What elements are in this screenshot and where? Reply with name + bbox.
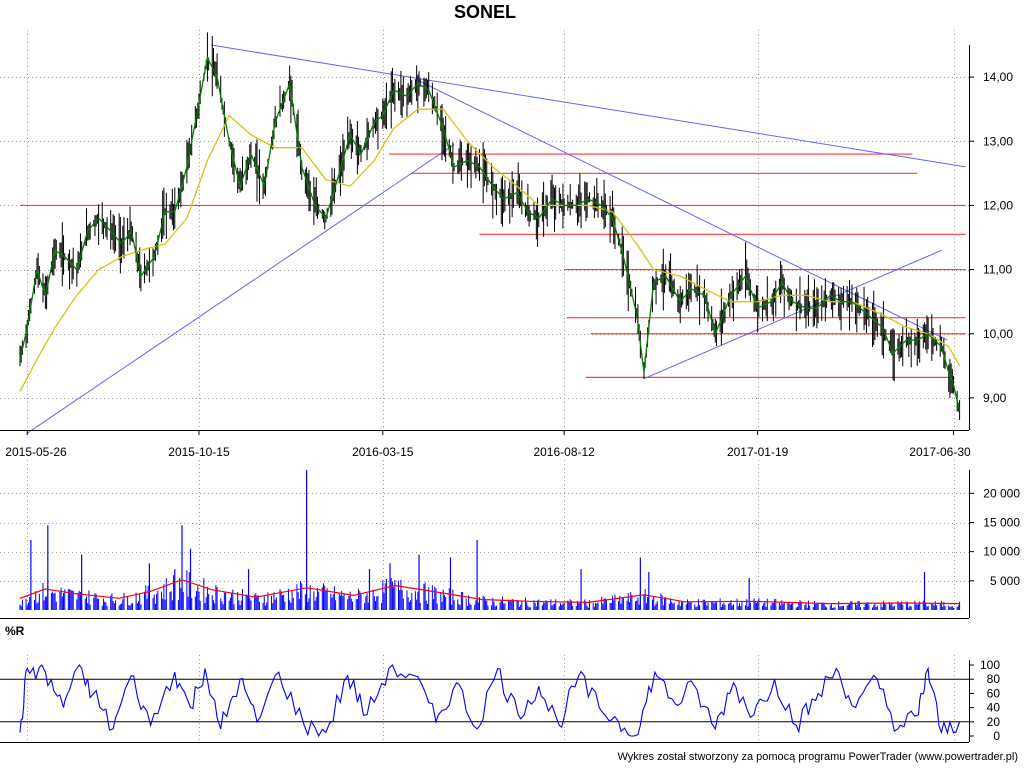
- y-tick-label: 14,00: [983, 70, 1013, 84]
- volume-average-line: [19, 579, 960, 605]
- trendline: [210, 44, 966, 168]
- y-tick-label: 13,00: [983, 134, 1013, 148]
- y-tick-label: 10 000: [983, 545, 1020, 559]
- x-tick-label: 2016-08-12: [533, 445, 595, 459]
- y-tick-label: 60: [987, 686, 1001, 700]
- y-tick-label: 5 000: [990, 574, 1020, 588]
- price-close-line: [19, 55, 961, 411]
- x-tick-label: 2017-06-30: [909, 445, 971, 459]
- y-tick-label: 10,00: [983, 327, 1013, 341]
- trendlines: [26, 44, 966, 434]
- volume-series: [19, 470, 961, 610]
- y-tick-label: 11,00: [983, 263, 1012, 277]
- y-tick-label: 40: [987, 701, 1001, 715]
- y-tick-label: 20: [987, 715, 1001, 729]
- y-tick-label: 12,00: [983, 198, 1013, 212]
- y-tick-label: 80: [987, 672, 1001, 686]
- williams-r-label: %R: [5, 624, 25, 638]
- y-tick-label: 15 000: [983, 516, 1020, 530]
- y-tick-label: 100: [980, 658, 1000, 672]
- x-tick-label: 2015-10-15: [168, 445, 230, 459]
- trendline: [643, 249, 942, 380]
- grid: [0, 30, 969, 741]
- williams-r-series: [0, 664, 969, 738]
- footer-credit: Wykres został stworzony za pomocą progra…: [617, 751, 1018, 763]
- price-series: [19, 32, 961, 420]
- axes: [0, 45, 974, 743]
- y-tick-label: 0: [993, 729, 1000, 743]
- trendline: [417, 79, 948, 341]
- williams-r-line: [19, 664, 961, 738]
- tick-labels: 9,00 10,00 11,00 12,00 13,00 14,00 2015-05-26 2…: [5, 70, 1020, 743]
- x-tick-label: 2016-03-15: [352, 445, 414, 459]
- y-tick-label: 9,00: [983, 391, 1007, 405]
- trendline: [26, 144, 455, 434]
- x-tick-label: 2015-05-26: [5, 445, 67, 459]
- chart-title: SONEL: [453, 2, 516, 22]
- x-tick-label: 2017-01-19: [727, 445, 789, 459]
- y-tick-label: 20 000: [983, 486, 1020, 500]
- moving-average-line: [19, 108, 961, 392]
